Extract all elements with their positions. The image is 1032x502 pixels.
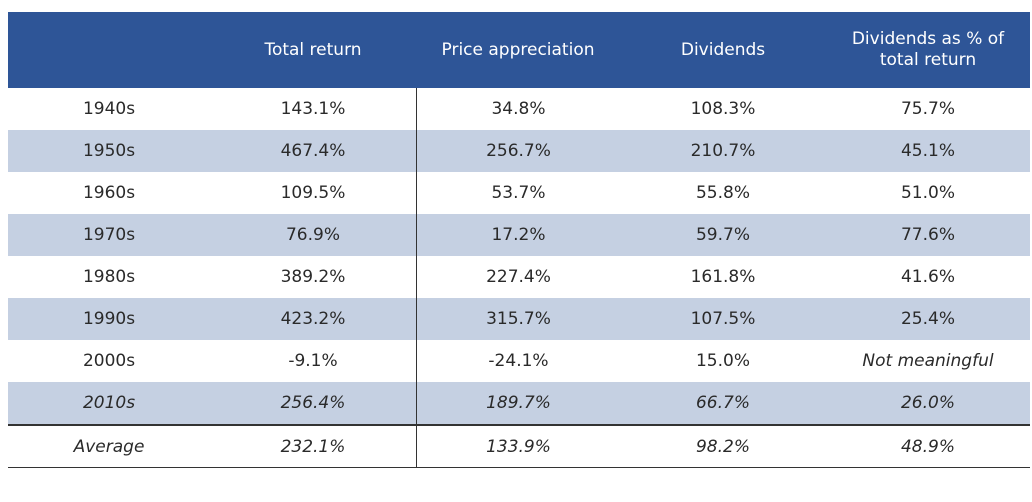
header-decade	[8, 12, 210, 88]
dividends-pct-cell: 77.6%	[900, 225, 955, 245]
total-return-cell: 467.4%	[280, 141, 346, 161]
price-appreciation-cell: 34.8%	[416, 88, 620, 130]
dividends-cell: 15.0%	[695, 351, 750, 371]
dividends-pct-cell: Not meaningful	[862, 351, 994, 371]
header-dividends-pct: Dividends as % of total return	[851, 29, 1005, 70]
average-row: Average 232.1% 133.9% 98.2% 48.9%	[8, 425, 1030, 468]
dividends-cell: 161.8%	[690, 267, 756, 287]
table-row: 1960s 109.5% 53.7% 55.8% 51.0%	[8, 172, 1030, 214]
table-row: 1950s 467.4% 256.7% 210.7% 45.1%	[8, 130, 1030, 172]
dividends-pct-cell: 41.6%	[900, 267, 955, 287]
total-return-cell: 143.1%	[280, 99, 346, 119]
total-return-cell: 389.2%	[280, 267, 346, 287]
total-return-cell: 76.9%	[285, 225, 340, 245]
total-return-cell: 109.5%	[280, 183, 346, 203]
table-row: 1980s 389.2% 227.4% 161.8% 41.6%	[8, 256, 1030, 298]
total-return-cell: 232.1%	[280, 436, 346, 457]
total-return-cell: -9.1%	[288, 351, 338, 371]
table-row: 2000s -9.1% -24.1% 15.0% Not meaningful	[8, 340, 1030, 382]
header-dividends: Dividends	[680, 39, 766, 60]
total-return-cell: 423.2%	[280, 309, 346, 329]
dividends-pct-cell: 45.1%	[900, 141, 955, 161]
dividends-cell: 107.5%	[690, 309, 756, 329]
dividends-cell: 98.2%	[695, 436, 750, 457]
decade-cell: 2000s	[82, 351, 136, 371]
price-appreciation-cell: 227.4%	[416, 256, 620, 298]
dividends-cell: 210.7%	[690, 141, 756, 161]
decade-cell: 1970s	[82, 225, 136, 245]
decade-cell: 2010s	[82, 393, 136, 413]
decade-cell: 1950s	[82, 141, 136, 161]
decade-cell: 1960s	[82, 183, 136, 203]
decade-cell: 1940s	[82, 99, 136, 119]
table-body: 1940s 143.1% 34.8% 108.3% 75.7% 1950s 46…	[8, 88, 1030, 468]
dividends-cell: 66.7%	[695, 393, 750, 413]
dividends-pct-cell: 75.7%	[900, 99, 955, 119]
table-row: 1970s 76.9% 17.2% 59.7% 77.6%	[8, 214, 1030, 256]
price-appreciation-cell: 17.2%	[416, 214, 620, 256]
dividends-pct-cell: 25.4%	[900, 309, 955, 329]
average-label: Average	[73, 436, 145, 457]
returns-table: Total return Price appreciation Dividend…	[8, 12, 1030, 468]
dividends-cell: 108.3%	[690, 99, 756, 119]
dividends-pct-cell: 26.0%	[900, 393, 955, 413]
table-row: 1940s 143.1% 34.8% 108.3% 75.7%	[8, 88, 1030, 130]
decade-cell: 1980s	[82, 267, 136, 287]
table-row: 2010s 256.4% 189.7% 66.7% 26.0%	[8, 382, 1030, 425]
price-appreciation-cell: 133.9%	[416, 426, 620, 467]
dividends-pct-cell: 48.9%	[900, 436, 955, 457]
table-header: Total return Price appreciation Dividend…	[8, 12, 1030, 88]
header-total-return: Total return	[264, 39, 362, 60]
dividends-cell: 55.8%	[695, 183, 750, 203]
decade-cell: 1990s	[82, 309, 136, 329]
dividends-pct-cell: 51.0%	[900, 183, 955, 203]
total-return-cell: 256.4%	[280, 393, 346, 413]
dividends-cell: 59.7%	[695, 225, 750, 245]
table-row: 1990s 423.2% 315.7% 107.5% 25.4%	[8, 298, 1030, 340]
price-appreciation-cell: 256.7%	[416, 130, 620, 172]
header-price-appreciation: Price appreciation	[441, 39, 595, 60]
price-appreciation-cell: -24.1%	[416, 340, 620, 382]
price-appreciation-cell: 189.7%	[416, 382, 620, 424]
price-appreciation-cell: 53.7%	[416, 172, 620, 214]
price-appreciation-cell: 315.7%	[416, 298, 620, 340]
